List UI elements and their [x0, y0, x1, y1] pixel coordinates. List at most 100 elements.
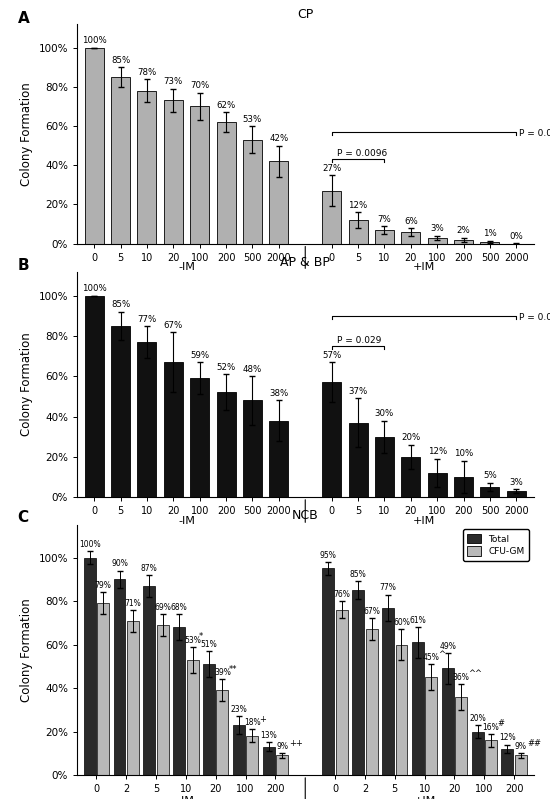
- Bar: [352, 590, 364, 775]
- Text: 20%: 20%: [401, 433, 420, 443]
- Text: ^^: ^^: [468, 670, 482, 678]
- Text: +IM: +IM: [413, 516, 435, 526]
- Bar: [111, 77, 130, 244]
- Text: 49%: 49%: [439, 642, 456, 651]
- Text: 13%: 13%: [260, 731, 277, 740]
- Text: 71%: 71%: [124, 598, 141, 607]
- Text: ##: ##: [527, 739, 541, 748]
- Text: A: A: [18, 11, 29, 26]
- Text: +IM: +IM: [414, 796, 436, 799]
- Bar: [190, 378, 209, 497]
- Text: 100%: 100%: [79, 540, 101, 549]
- Text: 0%: 0%: [509, 232, 523, 241]
- Text: 100%: 100%: [82, 284, 107, 293]
- Text: 69%: 69%: [155, 603, 171, 612]
- Bar: [349, 221, 367, 244]
- Text: 45%: 45%: [423, 653, 440, 662]
- Bar: [270, 161, 288, 244]
- Bar: [217, 392, 235, 497]
- Bar: [481, 242, 499, 244]
- Text: 73%: 73%: [164, 78, 183, 86]
- Text: 6%: 6%: [404, 217, 417, 225]
- Text: B: B: [18, 258, 29, 273]
- Bar: [454, 477, 473, 497]
- Bar: [375, 436, 394, 497]
- Bar: [246, 736, 258, 775]
- Text: 62%: 62%: [217, 101, 236, 110]
- Text: *: *: [199, 632, 204, 642]
- Text: 7%: 7%: [377, 215, 391, 224]
- Text: 9%: 9%: [515, 742, 527, 751]
- Bar: [454, 240, 473, 244]
- Text: ABT-199 (nM): ABT-199 (nM): [268, 278, 343, 288]
- Title: NCB: NCB: [292, 510, 318, 523]
- Bar: [144, 586, 155, 775]
- Text: 27%: 27%: [322, 164, 341, 173]
- Bar: [243, 140, 262, 244]
- Bar: [502, 749, 513, 775]
- Bar: [217, 122, 235, 244]
- Text: P = 0.0096: P = 0.0096: [337, 149, 387, 158]
- Text: 77%: 77%: [379, 583, 397, 592]
- Bar: [428, 238, 447, 244]
- Text: 9%: 9%: [276, 742, 288, 751]
- Bar: [85, 47, 103, 244]
- Bar: [485, 740, 497, 775]
- Text: 5%: 5%: [483, 471, 497, 480]
- Text: 79%: 79%: [95, 581, 112, 590]
- Bar: [138, 90, 156, 244]
- Text: 37%: 37%: [348, 387, 367, 396]
- Text: P = 0.0036: P = 0.0036: [519, 129, 550, 138]
- Bar: [402, 232, 420, 244]
- Bar: [217, 690, 228, 775]
- Y-axis label: Colony Formation: Colony Formation: [20, 598, 33, 702]
- Text: 52%: 52%: [217, 363, 236, 372]
- Bar: [190, 106, 209, 244]
- Text: 3%: 3%: [509, 478, 523, 487]
- Text: +: +: [259, 715, 266, 724]
- Bar: [455, 697, 467, 775]
- Text: ^: ^: [438, 650, 445, 658]
- Legend: Total, CFU-GM: Total, CFU-GM: [463, 530, 529, 561]
- Bar: [85, 296, 103, 497]
- Bar: [111, 326, 130, 497]
- Text: 60%: 60%: [393, 618, 410, 627]
- Text: 10%: 10%: [454, 449, 473, 459]
- Text: 2%: 2%: [456, 226, 470, 236]
- Bar: [84, 558, 96, 775]
- Bar: [402, 457, 420, 497]
- Bar: [375, 230, 394, 244]
- Text: 95%: 95%: [320, 551, 337, 560]
- Bar: [322, 568, 334, 775]
- Bar: [164, 101, 183, 244]
- Bar: [233, 725, 245, 775]
- Text: 12%: 12%: [348, 201, 367, 210]
- Text: ++: ++: [289, 739, 302, 748]
- Bar: [276, 756, 288, 775]
- Text: 59%: 59%: [190, 351, 209, 360]
- Bar: [507, 491, 526, 497]
- Text: 20%: 20%: [469, 714, 486, 723]
- Bar: [186, 660, 199, 775]
- Bar: [382, 607, 394, 775]
- Text: 68%: 68%: [171, 603, 188, 612]
- Text: 78%: 78%: [138, 68, 157, 77]
- Text: +IM: +IM: [413, 262, 435, 272]
- Text: C: C: [18, 510, 29, 525]
- Text: 1%: 1%: [483, 229, 497, 238]
- Text: 61%: 61%: [410, 616, 426, 625]
- Text: 85%: 85%: [111, 56, 130, 65]
- Text: 100%: 100%: [82, 36, 107, 46]
- Bar: [322, 191, 341, 244]
- Bar: [336, 610, 348, 775]
- Bar: [471, 732, 483, 775]
- Bar: [481, 487, 499, 497]
- Text: 76%: 76%: [333, 590, 350, 599]
- Text: 12%: 12%: [427, 447, 447, 456]
- Text: 23%: 23%: [230, 706, 248, 714]
- Title: CP: CP: [297, 9, 313, 22]
- Text: 38%: 38%: [270, 389, 289, 398]
- Bar: [138, 342, 156, 497]
- Text: 87%: 87%: [141, 564, 158, 573]
- Text: 70%: 70%: [190, 81, 210, 90]
